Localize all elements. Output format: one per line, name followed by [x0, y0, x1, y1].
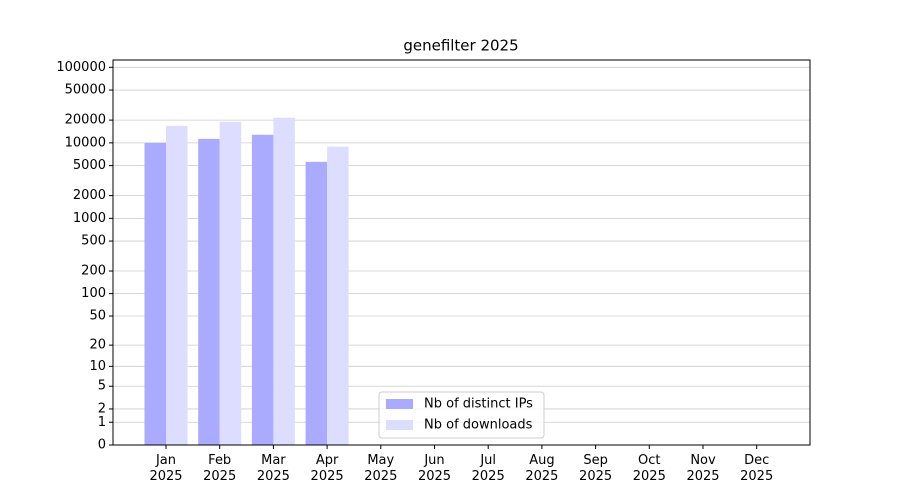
x-tick-label: Jan 2025 — [149, 453, 183, 484]
bar — [305, 161, 328, 446]
bar — [219, 121, 242, 445]
bar — [251, 134, 274, 445]
x-tick-label: Sep 2025 — [579, 453, 613, 484]
legend-swatch — [386, 420, 413, 430]
y-tick-label: 1000 — [73, 211, 106, 226]
bar — [144, 142, 166, 445]
y-tick-label: 5000 — [73, 158, 106, 173]
y-tick-label: 100000 — [56, 60, 106, 75]
legend: Nb of distinct IPs Nb of downloads — [378, 391, 545, 439]
y-tick-label: 500 — [81, 234, 106, 249]
bar — [198, 138, 220, 446]
y-tick-label: 50000 — [65, 83, 106, 98]
legend-box — [378, 391, 545, 439]
x-tick-label: Aug 2025 — [525, 453, 559, 484]
y-tick-label: 50 — [89, 309, 106, 324]
x-tick-label: Feb 2025 — [203, 453, 237, 484]
x-tick-label: Nov 2025 — [686, 453, 720, 484]
y-tick-label: 10 — [89, 359, 106, 374]
y-tick-label: 20000 — [65, 113, 106, 128]
legend-label: Nb of distinct IPs — [424, 397, 533, 412]
y-tick-label: 1 — [98, 415, 106, 430]
legend-label: Nb of downloads — [424, 418, 533, 433]
bar — [327, 146, 349, 446]
y-tick-label: 2000 — [73, 188, 106, 203]
y-tick-label: 5 — [98, 379, 106, 394]
y-tick-label: 2 — [98, 401, 106, 416]
chart-title: genefilter 2025 — [403, 37, 518, 55]
x-tick-label: Jul 2025 — [471, 453, 505, 484]
x-tick-label: Apr 2025 — [310, 453, 344, 484]
bar — [273, 117, 295, 446]
y-tick-label: 200 — [81, 264, 106, 279]
x-tick-label: Jun 2025 — [417, 453, 452, 484]
x-tick-label: Oct 2025 — [632, 453, 666, 484]
x-tick-label: Mar 2025 — [256, 453, 290, 484]
y-tick-label: 10000 — [65, 135, 106, 150]
y-tick-label: 100 — [81, 286, 106, 301]
x-tick-label: May 2025 — [364, 453, 398, 484]
y-tick-label: 20 — [89, 338, 106, 353]
legend-swatch — [386, 399, 413, 409]
bar — [166, 125, 188, 446]
y-tick-label: 0 — [98, 438, 106, 453]
plot-frame — [112, 59, 811, 446]
x-tick-label: Dec 2025 — [740, 453, 774, 484]
